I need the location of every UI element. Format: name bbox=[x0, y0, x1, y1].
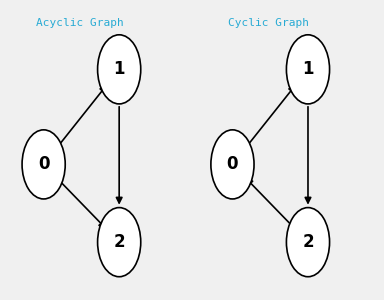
Circle shape bbox=[211, 130, 254, 199]
Text: Cyclic Graph: Cyclic Graph bbox=[228, 18, 309, 28]
Text: 2: 2 bbox=[302, 233, 314, 251]
Text: 0: 0 bbox=[227, 155, 238, 173]
Circle shape bbox=[98, 35, 141, 104]
Text: 2: 2 bbox=[113, 233, 125, 251]
Circle shape bbox=[98, 208, 141, 277]
Text: 1: 1 bbox=[113, 60, 125, 78]
Circle shape bbox=[22, 130, 65, 199]
Circle shape bbox=[286, 208, 329, 277]
Circle shape bbox=[286, 35, 329, 104]
Text: 1: 1 bbox=[302, 60, 314, 78]
Text: Acyclic Graph: Acyclic Graph bbox=[36, 18, 124, 28]
Text: 0: 0 bbox=[38, 155, 50, 173]
